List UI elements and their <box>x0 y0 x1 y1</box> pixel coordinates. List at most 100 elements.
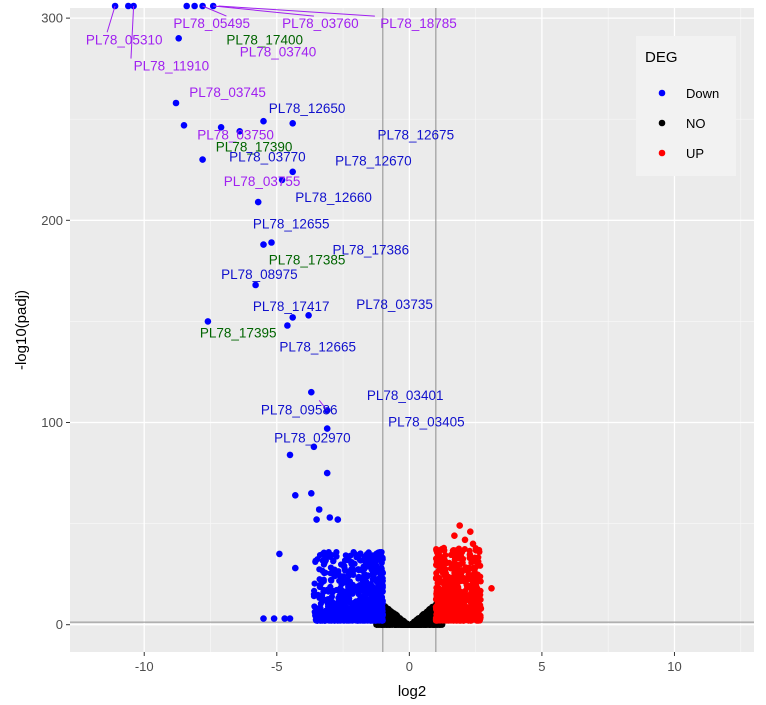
point-down <box>364 588 371 595</box>
gene-label: PL78_11910 <box>134 59 210 74</box>
point-no <box>404 621 411 628</box>
point-up <box>449 575 456 583</box>
point-up <box>453 595 460 602</box>
point-no <box>396 615 403 622</box>
point-up <box>453 568 460 575</box>
point-down <box>378 568 385 576</box>
point-down <box>329 587 336 594</box>
point-down <box>323 614 330 622</box>
point-down <box>357 593 364 601</box>
point-cloud <box>310 544 484 628</box>
x-tick-label: -5 <box>271 659 283 674</box>
point-up <box>441 556 448 564</box>
point-down <box>286 451 294 459</box>
gene-label: PL78_17395 <box>200 326 277 341</box>
point-up <box>439 563 446 570</box>
gene-label: PL78_09586 <box>261 402 338 417</box>
point-down <box>305 312 312 319</box>
point-down <box>314 617 321 624</box>
gene-label: PL78_03755 <box>224 174 301 189</box>
point-up <box>475 599 482 606</box>
point-up <box>437 579 444 586</box>
y-tick-label: 0 <box>56 617 63 632</box>
point-down <box>312 558 319 566</box>
point-down <box>313 611 321 618</box>
point-no <box>425 606 432 614</box>
point-down <box>327 570 334 577</box>
y-axis-title: -log10(padj) <box>13 290 30 370</box>
point-down <box>286 615 294 622</box>
point-up <box>468 581 476 589</box>
point-down <box>379 616 386 623</box>
point-down <box>333 549 340 556</box>
point-down <box>260 241 267 248</box>
point-up <box>450 561 457 568</box>
point-down <box>369 583 376 590</box>
point-down <box>322 569 329 576</box>
point-down <box>322 557 329 564</box>
point-down <box>359 576 366 583</box>
point-down <box>346 585 353 592</box>
gene-label: PL78_03745 <box>189 85 266 100</box>
point-down <box>328 601 335 608</box>
point-no <box>384 612 391 619</box>
point-down <box>374 579 381 586</box>
point-down <box>260 117 267 125</box>
point-down <box>125 2 132 10</box>
point-down <box>361 602 368 609</box>
point-down <box>328 577 335 584</box>
point-down <box>323 425 331 432</box>
point-down <box>310 443 318 451</box>
gene-label: PL78_03401 <box>367 388 444 403</box>
point-down <box>326 514 334 521</box>
point-down <box>236 128 243 135</box>
gene-label: PL78_17400 <box>226 32 303 47</box>
point-down <box>351 560 358 567</box>
gene-label: PL78_12670 <box>335 154 412 169</box>
gene-label: PL78_03750 <box>197 127 274 142</box>
point-up <box>467 528 474 535</box>
point-up <box>471 554 478 561</box>
point-up <box>452 547 459 554</box>
gene-label: PL78_17386 <box>333 243 410 258</box>
point-up <box>440 585 447 592</box>
leader-line <box>318 399 328 411</box>
point-up <box>448 615 455 622</box>
point-down <box>371 557 378 564</box>
x-tick-label: -10 <box>135 659 154 674</box>
point-up <box>475 613 482 620</box>
gene-label: PL78_17417 <box>253 299 330 314</box>
leader-line <box>202 5 227 17</box>
point-up <box>459 559 466 567</box>
gene-label: PL78_03735 <box>356 297 433 312</box>
point-down <box>180 122 188 129</box>
point-down <box>292 492 299 499</box>
point-down <box>315 506 323 513</box>
point-up <box>439 570 446 577</box>
point-down <box>334 516 342 523</box>
point-down <box>323 469 331 477</box>
point-up <box>458 605 465 612</box>
point-down <box>342 616 349 623</box>
legend-label-up: UP <box>686 146 704 161</box>
point-down <box>367 617 374 624</box>
gene-label: PL78_12665 <box>279 340 356 355</box>
legend-swatch-down <box>658 89 666 97</box>
point-up <box>443 581 450 588</box>
point-down <box>319 579 326 586</box>
point-down <box>172 99 180 107</box>
point-up <box>488 585 495 592</box>
point-down <box>252 281 259 289</box>
point-down <box>316 566 323 573</box>
point-down <box>372 599 379 606</box>
point-up <box>459 548 466 556</box>
point-down <box>369 571 376 578</box>
point-down <box>268 239 275 246</box>
leader-line <box>218 5 375 17</box>
point-up <box>453 552 460 559</box>
gene-label: PL78_03405 <box>388 415 465 430</box>
point-up <box>463 581 470 588</box>
y-tick-label: 300 <box>41 11 63 26</box>
point-down <box>360 565 367 572</box>
point-down <box>217 124 225 131</box>
